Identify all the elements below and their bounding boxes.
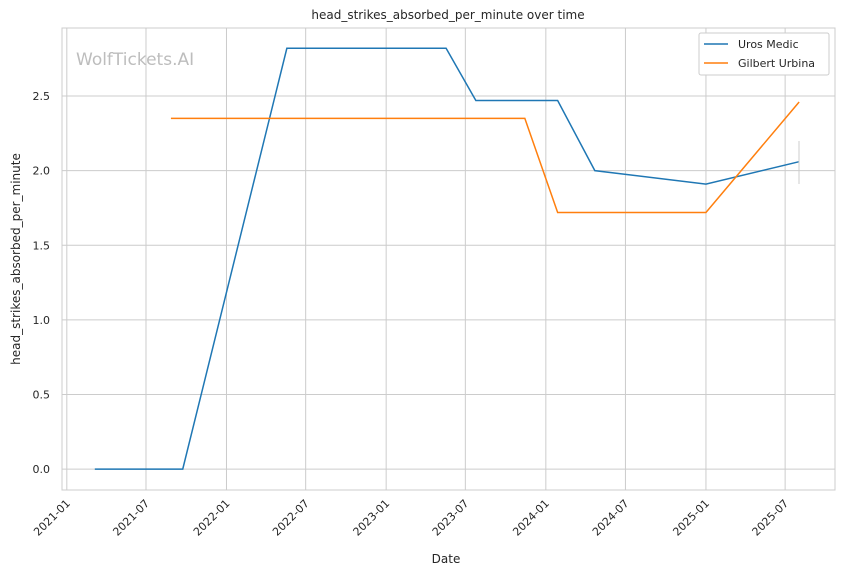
x-tick-label: 2022-01 [191,497,233,539]
x-tick-label: 2023-07 [430,497,472,539]
watermark: WolfTickets.AI [76,50,194,70]
y-tick-label: 2.0 [33,165,51,178]
y-tick-label: 2.5 [33,90,51,103]
x-tick-label: 2023-01 [351,497,393,539]
y-tick-label: 0.5 [33,388,51,401]
y-tick-label: 1.0 [33,314,51,327]
x-tick-label: 2021-07 [110,497,152,539]
y-axis-label: head_strikes_absorbed_per_minute [9,153,23,365]
legend-label-uros-medic: Uros Medic [738,38,799,51]
x-tick-label: 2022-07 [270,497,312,539]
x-tick-label: 2025-07 [750,497,792,539]
legend: Uros Medic Gilbert Urbina [699,33,829,75]
x-axis-label: Date [432,552,461,566]
plot-area [62,28,835,490]
legend-label-gilbert-urbina: Gilbert Urbina [738,57,815,70]
x-tick-label: 2024-07 [590,497,632,539]
x-tick-label: 2024-01 [510,497,552,539]
chart-title: head_strikes_absorbed_per_minute over ti… [311,8,584,22]
x-tick-label: 2021-01 [31,497,73,539]
x-tick-label: 2025-01 [670,497,712,539]
y-tick-label: 0.0 [33,463,51,476]
y-tick-label: 1.5 [33,239,51,252]
